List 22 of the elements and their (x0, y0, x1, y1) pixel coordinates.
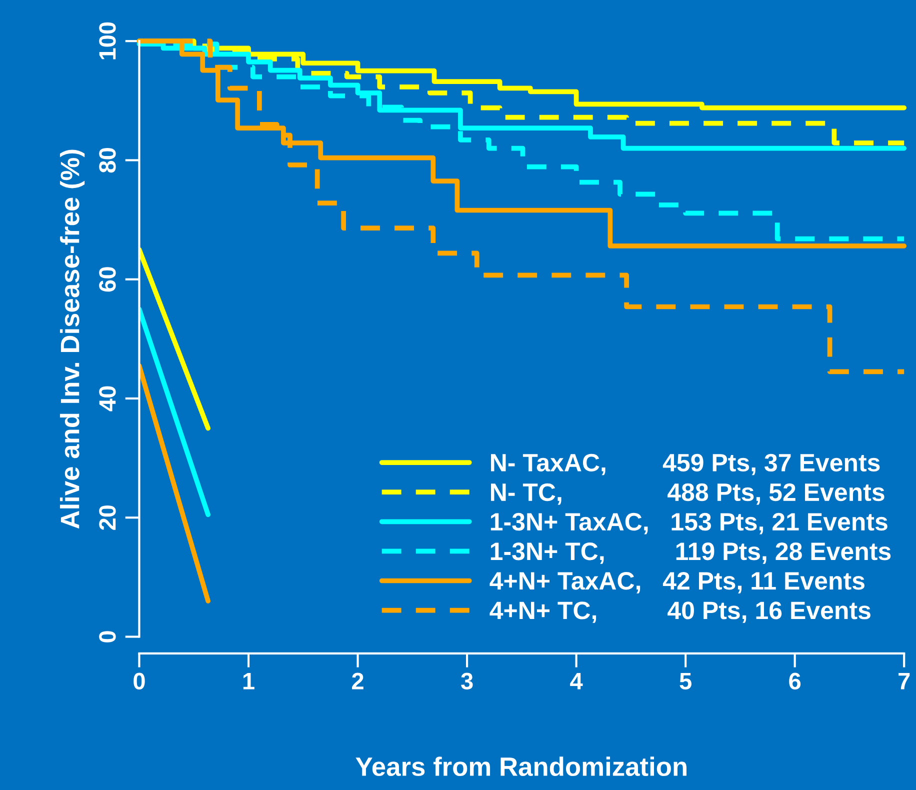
x-tick-label: 7 (898, 673, 910, 690)
y-tick-label: 100 (99, 22, 116, 60)
x-tick-label: 0 (134, 672, 145, 690)
x-tick-label: 4 (570, 673, 583, 690)
x-axis-title: Years from Randomization (356, 756, 686, 776)
x-tick-label: 5 (680, 673, 692, 690)
legend-label: 4+N+ TaxAC, 42 Pts, 11 Events (490, 572, 864, 594)
x-tick-label: 2 (352, 672, 364, 690)
y-tick-label: 80 (99, 148, 116, 173)
y-axis-title: Alive and Inv. Disease-free (%) (60, 150, 85, 529)
y-tick-label: 0 (99, 631, 116, 642)
legend-label: 4+N+ TC, 40 Pts, 16 Events (490, 602, 870, 623)
x-tick-label: 6 (789, 672, 801, 690)
x-tick-label: 1 (243, 673, 254, 690)
legend-label: N- TC, 488 Pts, 52 Events (491, 483, 884, 505)
legend-label: N- TaxAC, 459 Pts, 37 Events (491, 454, 880, 476)
legend-label: 1-3N+ TaxAC, 153 Pts, 21 Events (490, 512, 888, 534)
y-tick-label: 20 (99, 505, 116, 530)
y-tick-label: 60 (99, 267, 116, 292)
legend-label: 1-3N+ TC, 119 Pts, 28 Events (490, 542, 891, 564)
y-tick-label: 40 (99, 386, 116, 412)
x-tick-label: 3 (461, 672, 473, 690)
